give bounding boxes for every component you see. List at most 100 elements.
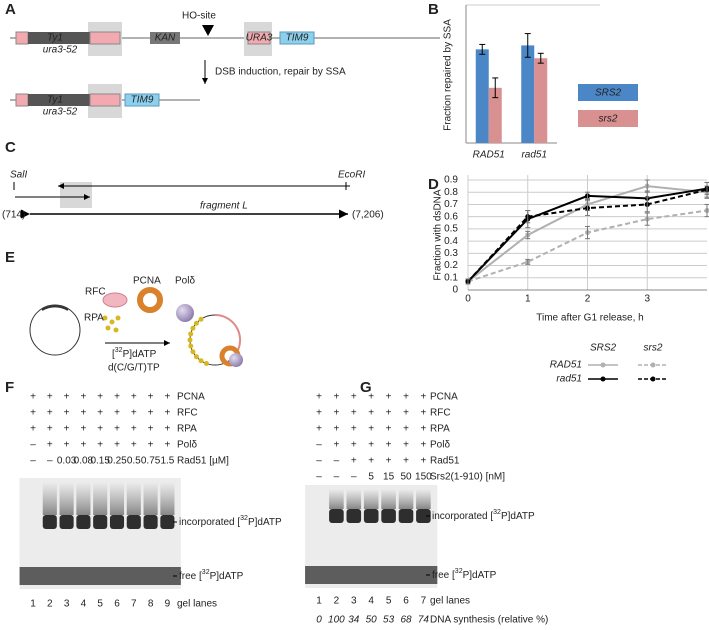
gene-label: Ty1 [47, 33, 63, 44]
condition-cell: + [316, 408, 322, 419]
gene-label: ura3-52 [43, 107, 78, 118]
lane-number: 3 [351, 596, 357, 607]
gel-band [329, 509, 344, 523]
condition-cell: – [316, 456, 322, 467]
x-tick-label: RAD51 [473, 150, 505, 161]
lane-number: 6 [114, 599, 120, 610]
gel-band [126, 515, 141, 529]
condition-cell: + [403, 424, 409, 435]
condition-cell: + [80, 424, 86, 435]
y-tick-label: 0.9 [444, 175, 458, 186]
legend-header: srs2 [644, 343, 663, 354]
condition-cell: 0.08 [74, 456, 94, 467]
lane-number: 7 [421, 596, 427, 607]
condition-cell: + [333, 392, 339, 403]
gel-smear [329, 489, 344, 509]
condition-cell: + [114, 424, 120, 435]
band-label-part: free [ [432, 570, 455, 581]
condition-cell: + [420, 392, 426, 403]
condition-cell: + [420, 456, 426, 467]
x-tick-label: 2 [585, 294, 591, 305]
pink-box [247, 31, 271, 45]
synthesis-value: 50 [366, 615, 378, 626]
synthesis-value: 0 [316, 615, 322, 626]
y-tick-label: 0.5 [444, 224, 458, 235]
condition-cell: + [131, 424, 137, 435]
condition-cell: + [351, 440, 357, 451]
gel-smear [346, 489, 362, 509]
condition-cell: + [386, 392, 392, 403]
gel-smear [126, 482, 141, 515]
condition-cell: + [148, 424, 154, 435]
condition-cell: + [164, 408, 170, 419]
condition-cell: 150 [415, 472, 432, 483]
reagent-label: [32P]dATP [112, 347, 157, 360]
condition-cell: + [333, 408, 339, 419]
x-axis-label: Time after G1 release, h [536, 313, 643, 324]
condition-cell: + [403, 392, 409, 403]
gene-label: ura3-52 [43, 45, 78, 56]
coord-label: (714) [2, 210, 25, 221]
y-tick-label: 0.7 [444, 199, 458, 210]
condition-cell: + [420, 440, 426, 451]
condition-cell: + [97, 440, 103, 451]
band-label: incorporated [32P]dATP [432, 509, 535, 522]
tim9-box [124, 93, 160, 107]
gel-smear [109, 482, 125, 515]
synthesis-label: DNA synthesis (relative %) [430, 615, 548, 626]
rpa-dot [115, 315, 121, 321]
y-axis-label: Fraction repaired by SSA [443, 19, 454, 131]
gel-smear [42, 482, 57, 515]
gel-band [143, 515, 158, 529]
legend-header: SRS2 [590, 343, 617, 354]
rpa-dot [187, 337, 193, 343]
y-tick-label: 0.2 [444, 260, 458, 271]
gel-band [109, 515, 125, 529]
protein-label: RPA [84, 313, 104, 324]
condition-cell: + [47, 440, 53, 451]
error-bar [492, 77, 499, 99]
protein-label: RFC [85, 287, 106, 298]
y-tick-label: 0.6 [444, 211, 458, 222]
condition-cell: + [148, 440, 154, 451]
panel-label: B [428, 1, 439, 18]
band-label-part: 32 [202, 569, 210, 576]
legend-marker [650, 362, 656, 368]
error-bar [524, 33, 531, 58]
condition-label: RFC [430, 408, 451, 419]
pold-ball [176, 304, 194, 322]
condition-cell: + [420, 408, 426, 419]
condition-cell: – [30, 456, 36, 467]
ty1-box [28, 94, 90, 106]
condition-cell: + [80, 392, 86, 403]
lane-number: 1 [316, 596, 322, 607]
bar [475, 49, 489, 143]
pink-box [89, 93, 121, 107]
gel-band [346, 509, 362, 523]
rpa-dot [198, 358, 204, 364]
condition-cell: + [64, 392, 70, 403]
panel-label: D [428, 176, 439, 193]
rpa-dot [190, 325, 196, 331]
condition-cell: – [316, 472, 322, 483]
product-strand [214, 313, 242, 351]
lane-number: 3 [64, 599, 70, 610]
lane-number: 6 [403, 596, 409, 607]
error-bar [537, 52, 544, 64]
panel-label: G [360, 379, 372, 396]
legend-swatch [578, 110, 638, 127]
gel-smear [398, 489, 414, 509]
band-label-part: P]dATP [210, 571, 244, 582]
condition-cell: + [368, 424, 374, 435]
error-bar [525, 210, 531, 224]
synthesis-value: 68 [400, 615, 412, 626]
condition-cell: + [47, 408, 53, 419]
condition-label: RPA [430, 424, 450, 435]
condition-label: PCNA [177, 392, 205, 403]
lane-number: 2 [47, 599, 53, 610]
y-axis-label: Fraction with dsDNA [433, 189, 444, 280]
panel-label: A [5, 1, 16, 18]
synthesis-value: 100 [328, 615, 345, 626]
gel-band [19, 567, 181, 585]
rpa-dot [188, 343, 194, 349]
